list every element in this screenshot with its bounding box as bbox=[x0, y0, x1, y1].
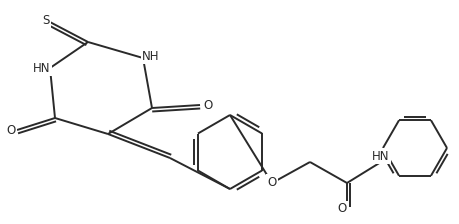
Text: O: O bbox=[267, 175, 276, 189]
Text: HN: HN bbox=[371, 149, 389, 162]
Text: S: S bbox=[42, 13, 50, 26]
Text: O: O bbox=[203, 99, 212, 112]
Text: NH: NH bbox=[142, 50, 159, 62]
Text: O: O bbox=[336, 202, 346, 215]
Text: O: O bbox=[6, 125, 16, 138]
Text: HN: HN bbox=[33, 62, 50, 75]
